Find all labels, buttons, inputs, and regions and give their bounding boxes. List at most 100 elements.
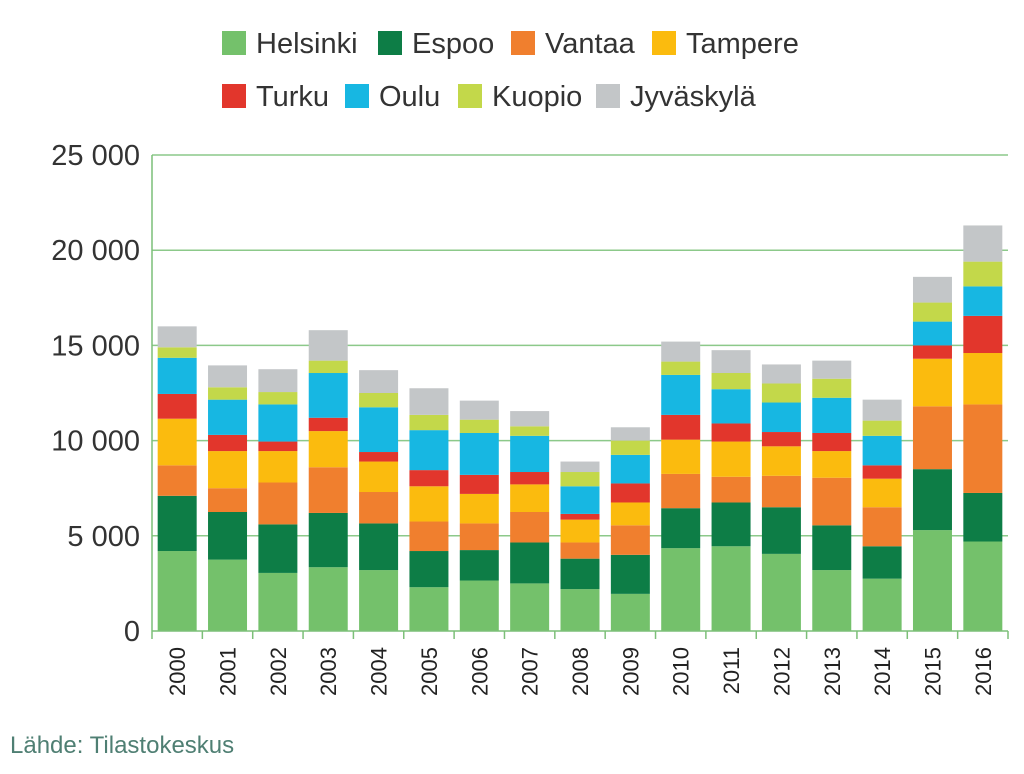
x-tick-label: 2014 (870, 647, 895, 696)
bar-tampere-2001 (208, 451, 248, 489)
bar-turku-2002 (258, 441, 298, 452)
bar-turku-2009 (610, 483, 650, 503)
bar-stack-2006 (459, 400, 499, 631)
bar-kuopio-2007 (510, 426, 550, 436)
legend-swatch (458, 84, 482, 108)
legend-item-oulu: Oulu (345, 81, 440, 113)
bar-kuopio-2012 (761, 383, 801, 403)
legend-label: Helsinki (256, 28, 358, 60)
x-tick-label: 2004 (367, 647, 392, 696)
legend-label: Turku (256, 81, 329, 113)
bar-helsinki-2003 (308, 567, 348, 631)
bar-helsinki-2011 (711, 546, 751, 631)
bar-vantaa-2005 (409, 521, 449, 552)
legend-swatch (345, 84, 369, 108)
bar-jyv-skyl--2014 (862, 399, 902, 421)
bar-turku-2001 (208, 434, 248, 452)
bar-kuopio-2014 (862, 420, 902, 436)
legend-swatch (511, 31, 535, 55)
y-tick-label: 25 000 (51, 140, 140, 172)
bar-kuopio-2002 (258, 392, 298, 405)
bar-tampere-2004 (359, 461, 399, 493)
bar-stack-2009 (610, 427, 650, 631)
legend-item-espoo: Espoo (378, 28, 494, 60)
bar-jyv-skyl--2004 (359, 370, 399, 393)
bar-jyv-skyl--2002 (258, 369, 298, 393)
bar-kuopio-2003 (308, 360, 348, 374)
source-label: Lähde: Tilastokeskus (10, 732, 235, 759)
bar-kuopio-2005 (409, 414, 449, 431)
bar-oulu-2006 (459, 432, 499, 475)
legend-label: Espoo (412, 28, 494, 60)
bar-jyv-skyl--2008 (560, 461, 600, 473)
bar-stack-2008 (560, 461, 600, 631)
bar-vantaa-2000 (157, 465, 197, 496)
bar-helsinki-2015 (912, 530, 952, 631)
x-tick-label: 2008 (568, 647, 593, 696)
bar-tampere-2002 (258, 451, 298, 483)
bar-espoo-2008 (560, 558, 600, 590)
bar-stack-2005 (409, 388, 449, 631)
bar-tampere-2000 (157, 418, 197, 466)
bar-turku-2000 (157, 393, 197, 419)
bar-jyv-skyl--2013 (812, 360, 852, 379)
legend-item-tampere: Tampere (652, 28, 799, 60)
bar-espoo-2005 (409, 551, 449, 588)
bar-stack-2000 (157, 326, 197, 631)
bar-kuopio-2015 (912, 302, 952, 322)
bar-vantaa-2003 (308, 467, 348, 513)
bar-turku-2010 (661, 414, 701, 440)
bar-jyv-skyl--2012 (761, 364, 801, 384)
x-axis-tick-labels: 2000 2001 2002 2003 2004 2005 2006 2007 2008 2009… (165, 647, 996, 696)
bar-stack-2003 (308, 330, 348, 631)
legend-item-kuopio: Kuopio (458, 81, 582, 113)
x-tick-label: 2001 (216, 647, 241, 696)
bar-stack-2014 (862, 399, 902, 631)
bar-vantaa-2008 (560, 542, 600, 559)
bar-helsinki-2004 (359, 570, 399, 631)
bar-helsinki-2008 (560, 589, 600, 631)
x-tick-label: 2005 (417, 647, 442, 696)
bar-jyv-skyl--2015 (912, 276, 952, 303)
bar-turku-2011 (711, 423, 751, 442)
bar-helsinki-2007 (510, 583, 550, 631)
bar-oulu-2008 (560, 486, 600, 514)
bar-helsinki-2013 (812, 570, 852, 631)
x-tick-label: 2006 (467, 647, 492, 696)
bar-tampere-2013 (812, 451, 852, 478)
x-tick-label: 2011 (719, 647, 744, 694)
bar-tampere-2011 (711, 441, 751, 477)
bar-turku-2007 (510, 472, 550, 485)
legend-label: Jyväskylä (630, 81, 757, 113)
bar-vantaa-2004 (359, 492, 399, 524)
bar-helsinki-2002 (258, 572, 298, 631)
bar-helsinki-2010 (661, 548, 701, 631)
bar-espoo-2015 (912, 469, 952, 531)
bar-oulu-2010 (661, 374, 701, 415)
bar-kuopio-2013 (812, 378, 852, 398)
legend-label: Tampere (686, 28, 799, 60)
bar-vantaa-2016 (963, 404, 1003, 493)
bar-stack-2012 (761, 364, 801, 631)
legend: Helsinki Espoo Vantaa Tampere Turku Oulu Kuopi… (222, 28, 799, 113)
legend-label: Kuopio (492, 81, 582, 113)
legend-swatch (222, 31, 246, 55)
bar-kuopio-2009 (610, 440, 650, 455)
legend-item-vantaa: Vantaa (511, 28, 636, 60)
bar-kuopio-2001 (208, 387, 248, 400)
bars (157, 225, 1003, 631)
legend-item-helsinki: Helsinki (222, 28, 358, 60)
bar-espoo-2010 (661, 508, 701, 549)
bar-jyv-skyl--2009 (610, 427, 650, 441)
axes (151, 155, 1009, 639)
bar-oulu-2004 (359, 407, 399, 453)
bar-espoo-2013 (812, 525, 852, 571)
y-tick-label: 15 000 (51, 330, 140, 362)
bar-jyv-skyl--2011 (711, 350, 751, 374)
bar-stack-2001 (208, 365, 248, 631)
y-tick-label: 10 000 (51, 426, 140, 458)
bar-vantaa-2006 (459, 523, 499, 551)
bar-espoo-2000 (157, 495, 197, 552)
legend-item-jyv-skyl-: Jyväskylä (596, 81, 757, 113)
bar-jyv-skyl--2003 (308, 330, 348, 361)
